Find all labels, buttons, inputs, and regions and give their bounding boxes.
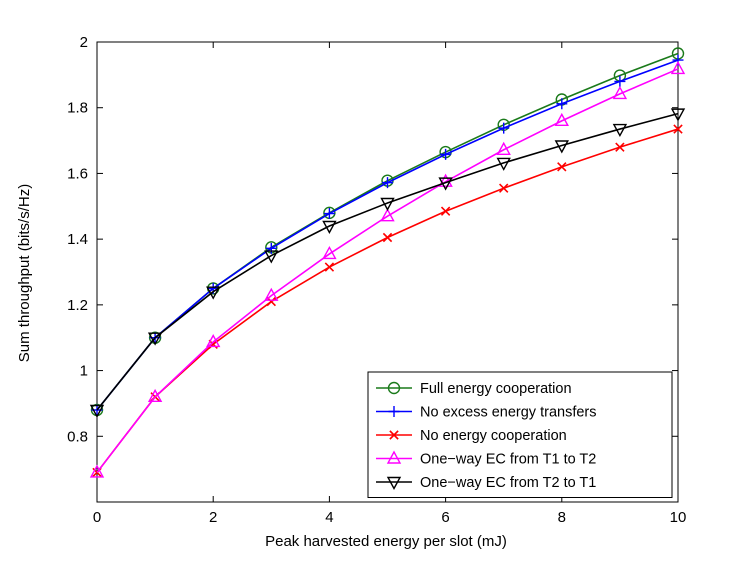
data-point: [554, 112, 569, 127]
data-point: [615, 142, 625, 152]
y-tick-label: 1.2: [67, 297, 88, 314]
y-tick-label: 1.8: [67, 100, 88, 117]
series-line: [96, 68, 679, 473]
legend-label: One−way EC from T1 to T2: [420, 452, 596, 468]
legend-marker: [386, 450, 402, 464]
y-tick-label: 1.4: [67, 231, 88, 248]
data-point: [673, 124, 683, 134]
legend: Full energy cooperation No excess energy …: [367, 371, 673, 498]
data-point: [147, 332, 163, 346]
x-tick-label: 0: [93, 509, 101, 526]
legend-marker: [386, 476, 402, 490]
data-point: [612, 123, 628, 138]
data-point: [440, 148, 452, 160]
data-point: [382, 177, 393, 189]
data-point: [498, 122, 510, 134]
data-point: [440, 206, 451, 216]
data-point: [496, 157, 511, 171]
legend-item: No excess energy transfers: [376, 405, 597, 421]
y-tick-label: 2: [80, 34, 88, 51]
data-point: [499, 183, 509, 193]
data-point: [324, 262, 335, 272]
data-point: [557, 162, 567, 172]
legend-marker: [389, 430, 399, 440]
x-tick-label: 4: [325, 509, 333, 526]
data-point: [89, 464, 105, 478]
x-tick-label: 6: [441, 509, 449, 526]
x-axis-label: Peak harvested energy per slot (mJ): [265, 533, 507, 550]
x-tick-label: 10: [670, 509, 687, 526]
data-point: [322, 245, 337, 260]
data-point: [323, 208, 335, 220]
x-tick-label: 2: [209, 509, 217, 526]
series-5: [89, 108, 686, 418]
data-point: [614, 75, 626, 87]
legend-item: One−way EC from T2 to T1: [376, 475, 596, 491]
series-4: [89, 60, 686, 478]
data-point: [612, 85, 628, 100]
data-point: [380, 197, 395, 211]
data-point: [147, 388, 163, 403]
series-line: [96, 112, 679, 411]
legend-label: No excess energy transfers: [420, 405, 597, 421]
legend-item: Full energy cooperation: [376, 381, 572, 397]
data-point: [382, 232, 393, 243]
legend-marker: [388, 406, 400, 417]
data-point: [670, 60, 686, 75]
data-point: [556, 98, 568, 110]
data-point: [496, 141, 511, 155]
legend-label: No energy cooperation: [420, 428, 567, 444]
y-tick-label: 1.6: [67, 165, 88, 182]
data-point: [554, 140, 569, 154]
data-point: [380, 208, 395, 222]
data-point: [265, 242, 277, 254]
data-point: [438, 173, 453, 187]
data-point: [89, 404, 105, 418]
y-tick-label: 0.8: [67, 428, 88, 445]
legend-box: [367, 371, 673, 498]
legend-label: One−way EC from T2 to T1: [420, 475, 596, 491]
y-tick-label: 1: [80, 363, 88, 380]
y-axis-label: Sum throughput (bits/s/Hz): [16, 184, 33, 362]
data-point: [438, 177, 453, 191]
x-tick-label: 8: [558, 509, 566, 526]
data-point: [206, 286, 221, 300]
legend-marker: [387, 381, 401, 395]
data-point: [264, 287, 279, 301]
legend-label: Full energy cooperation: [420, 381, 572, 397]
data-point: [670, 108, 686, 122]
data-point: [264, 250, 279, 264]
data-point: [322, 220, 337, 234]
legend-item: One−way EC from T1 to T2: [376, 450, 596, 468]
data-point: [206, 334, 221, 348]
legend-item: No energy cooperation: [376, 428, 567, 444]
